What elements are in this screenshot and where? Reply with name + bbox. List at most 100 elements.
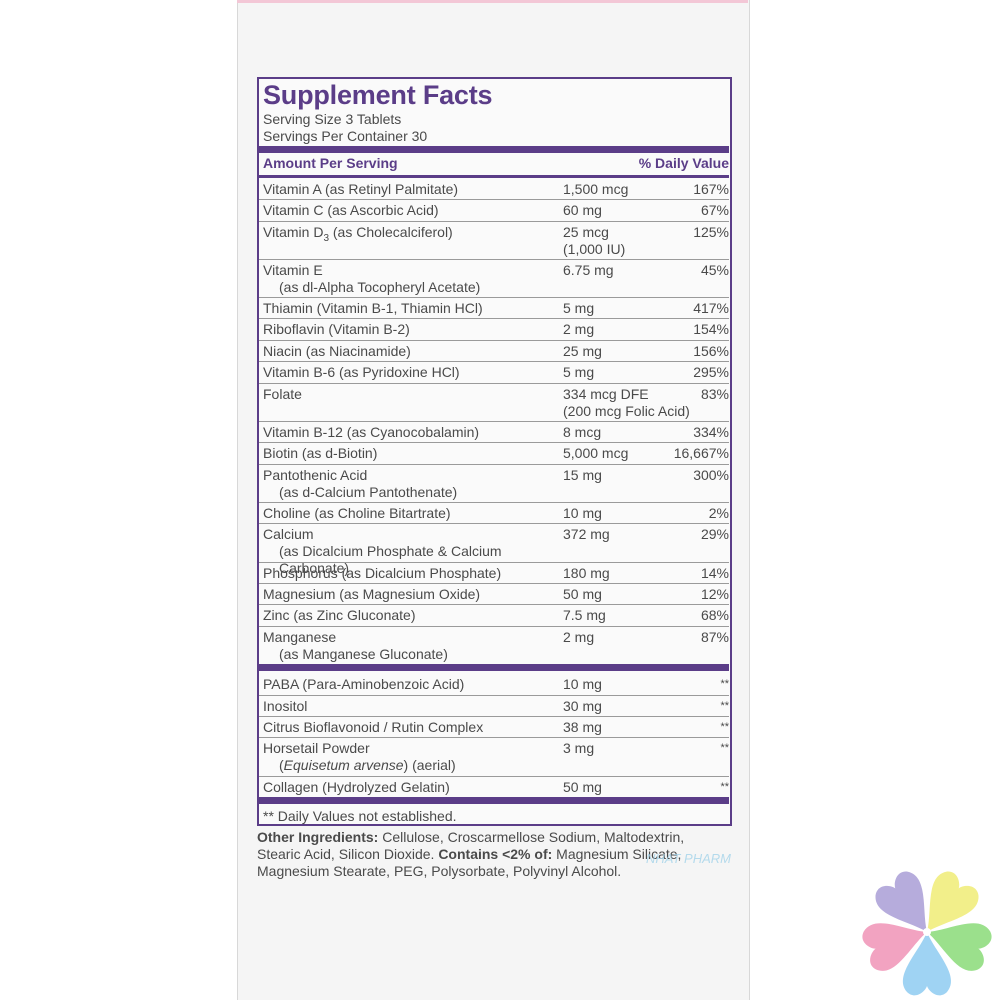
amount-cell: 38 mg <box>563 719 713 736</box>
ingredient-amount: 30 mg <box>563 698 602 714</box>
table-row: Vitamin E (as dl-Alpha Tocopheryl Acetate… <box>259 259 729 298</box>
daily-value: 125% <box>693 224 729 240</box>
nutrient-amount: 2 mg <box>563 321 595 337</box>
nutrient-amount: 10 mg <box>563 505 602 521</box>
daily-value: ** <box>720 721 729 733</box>
nutrient-name-rest: (as Cholecalciferol) <box>329 224 453 240</box>
table-row: Vitamin B-6 (as Pyridoxine HCl) 5 mg 295% <box>259 361 729 384</box>
name-cell: Manganese (as Manganese Gluconate) <box>263 629 563 663</box>
name-cell: Vitamin E (as dl-Alpha Tocopheryl Acetate… <box>263 262 563 296</box>
table-row: Thiamin (Vitamin B-1, Thiamin HCl) 5 mg 41… <box>259 297 729 319</box>
footnote: ** Daily Values not established. <box>263 808 457 824</box>
section-divider <box>259 664 729 671</box>
contains-text: Magnesium Silicate, Magnesium Stearate, … <box>257 846 682 879</box>
amount-cell: 25 mcg (1,000 IU) <box>563 224 713 258</box>
table-row: Folate 334 mcg DFE (200 mcg Folic Acid) 83% <box>259 383 729 422</box>
nutrient-amount: 5 mg <box>563 364 595 380</box>
amount-cell: 5,000 mcg <box>563 445 713 462</box>
daily-value: 68% <box>700 607 729 623</box>
nutrient-name: Vitamin B-6 (as Pyridoxine HCl) <box>263 364 460 380</box>
nutrient-name: Folate <box>263 386 302 402</box>
name-cell: Collagen (Hydrolyzed Gelatin) <box>263 779 563 796</box>
nutrient-amount: 2 mg <box>563 629 595 645</box>
name-cell: Vitamin D3 (as Cholecalciferol) <box>263 224 563 247</box>
nutrient-subscript: 3 <box>323 232 329 244</box>
name-cell: Pantothenic Acid (as d-Calcium Pantothena… <box>263 467 563 501</box>
nutrient-name: Vitamin D <box>263 224 324 240</box>
nutrient-source: (as Dicalcium Phosphate & Calcium Carbon… <box>279 543 502 576</box>
nutrient-name: Thiamin (Vitamin B-1, Thiamin HCl) <box>263 300 483 316</box>
daily-value: ** <box>720 678 729 690</box>
table-row: Choline (as Choline Bitartrate) 10 mg 2% <box>259 502 729 524</box>
name-cell: PABA (Para-Aminobenzoic Acid) <box>263 676 563 693</box>
table-row: Biotin (as d-Biotin) 5,000 mcg 16,667% <box>259 442 729 465</box>
nutrient-name: Riboflavin (Vitamin B-2) <box>263 321 410 337</box>
nutrient-amount: 15 mg <box>563 467 602 483</box>
nutrient-source: (as d-Calcium Pantothenate) <box>279 484 458 500</box>
table-row: PABA (Para-Aminobenzoic Acid) 10 mg ** <box>259 673 729 696</box>
nutrient-name: Niacin (as Niacinamide) <box>263 343 411 359</box>
amount-cell: 50 mg <box>563 779 713 796</box>
plant-part: (aerial) <box>412 757 456 773</box>
table-row: Niacin (as Niacinamide) 25 mg 156% <box>259 340 729 362</box>
latin-name: Equisetum arvense <box>283 757 404 773</box>
daily-value: 417% <box>693 300 729 316</box>
ingredient-name: Citrus Bioflavonoid / Rutin Complex <box>263 719 484 735</box>
ingredient-amount: 38 mg <box>563 719 602 735</box>
name-cell: Thiamin (Vitamin B-1, Thiamin HCl) <box>263 300 563 317</box>
nutrient-amount-alt: (200 mcg Folic Acid) <box>563 403 690 419</box>
ingredient-amount: 10 mg <box>563 676 602 692</box>
table-row: Inositol 30 mg ** <box>259 695 729 717</box>
nutrient-name: Pantothenic Acid <box>263 467 368 483</box>
nutrient-amount: 25 mcg <box>563 224 609 240</box>
name-cell: Horsetail Powder (Equisetum arvense) (aer… <box>263 740 563 774</box>
amount-cell: 10 mg <box>563 676 713 693</box>
daily-value: 29% <box>700 526 729 542</box>
ingredient-amount: 3 mg <box>563 740 595 756</box>
nutrient-name: Vitamin C (as Ascorbic Acid) <box>263 202 439 218</box>
amount-cell: 334 mcg DFE (200 mcg Folic Acid) <box>563 386 713 420</box>
amount-cell: 5 mg <box>563 300 713 317</box>
amount-cell: 60 mg <box>563 202 713 219</box>
name-cell: Calcium (as Dicalcium Phosphate & Calcium… <box>263 526 563 577</box>
amount-cell: 30 mg <box>563 698 713 715</box>
nutrient-name: Biotin (as d-Biotin) <box>263 445 378 461</box>
table-row: Horsetail Powder (Equisetum arvense) (aer… <box>259 737 729 777</box>
daily-value: ** <box>720 781 729 793</box>
amount-cell: 2 mg <box>563 321 713 338</box>
nutrient-name: Zinc (as Zinc Gluconate) <box>263 607 416 623</box>
amount-cell: 372 mg <box>563 526 713 543</box>
amount-cell: 25 mg <box>563 343 713 360</box>
daily-value: 16,667% <box>673 445 729 461</box>
table-row: Vitamin D3 (as Cholecalciferol) 25 mcg (1,… <box>259 221 729 260</box>
daily-value-label: % Daily Value <box>638 155 729 171</box>
amount-cell: 7.5 mg <box>563 607 713 624</box>
name-cell: Vitamin A (as Retinyl Palmitate) <box>263 181 563 198</box>
nutrient-amount: 8 mcg <box>563 424 602 440</box>
amount-cell: 8 mcg <box>563 424 713 441</box>
table-row: Zinc (as Zinc Gluconate) 7.5 mg 68% <box>259 604 729 627</box>
thick-divider <box>259 146 729 153</box>
table-row: Magnesium (as Magnesium Oxide) 50 mg 12% <box>259 583 729 605</box>
ingredient-name: PABA (Para-Aminobenzoic Acid) <box>263 676 465 692</box>
other-ingredients: Other Ingredients: Cellulose, Croscarmel… <box>257 829 727 880</box>
daily-value: 67% <box>700 202 729 218</box>
supplement-facts-panel <box>257 77 732 826</box>
daily-value: 156% <box>693 343 729 359</box>
nutrient-amount: 1,500 mcg <box>563 181 629 197</box>
servings-per-container: Servings Per Container 30 <box>263 128 428 144</box>
nutrient-amount-alt: (1,000 IU) <box>563 241 626 257</box>
nutrient-name: Magnesium (as Magnesium Oxide) <box>263 586 481 602</box>
table-row: Vitamin B-12 (as Cyanocobalamin) 8 mcg 334… <box>259 421 729 443</box>
nutrient-amount: 334 mcg DFE <box>563 386 649 402</box>
amount-cell: 3 mg <box>563 740 713 757</box>
daily-value: 300% <box>693 467 729 483</box>
ingredient-name: Horsetail Powder <box>263 740 370 756</box>
name-cell: Vitamin B-12 (as Cyanocobalamin) <box>263 424 563 441</box>
nutrient-amount: 5 mg <box>563 300 595 316</box>
ingredient-amount: 50 mg <box>563 779 602 795</box>
nutrient-source: (as dl-Alpha Tocopheryl Acetate) <box>279 279 481 295</box>
amount-per-serving-label: Amount Per Serving <box>263 155 398 171</box>
daily-value: 2% <box>708 505 729 521</box>
name-cell: Vitamin C (as Ascorbic Acid) <box>263 202 563 219</box>
